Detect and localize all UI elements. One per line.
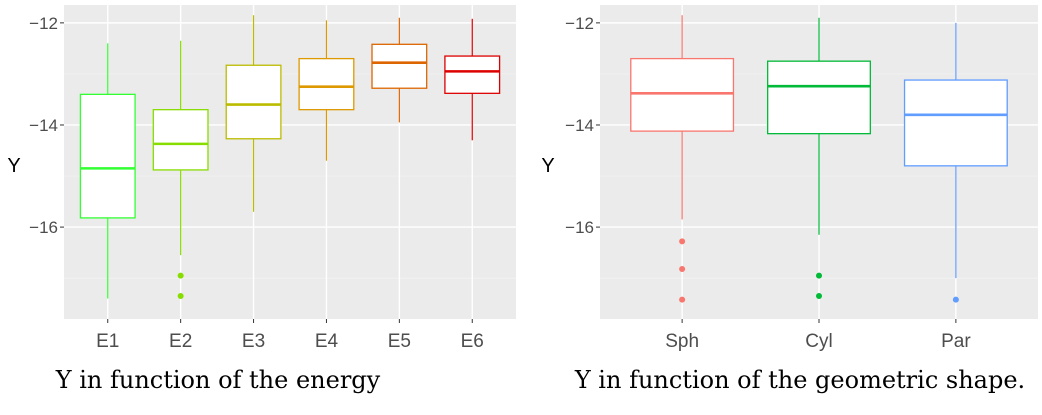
outlier-point xyxy=(816,272,822,279)
x-tick-label: Sph xyxy=(665,331,699,352)
outlier-point xyxy=(816,293,822,300)
panel-background xyxy=(64,5,516,319)
x-tick-label: E5 xyxy=(388,331,411,352)
x-tick-label: E3 xyxy=(242,331,265,352)
iqr-box xyxy=(444,55,501,94)
chart-caption: Y in function of the energy xyxy=(55,366,381,394)
y-tick-label: −16 xyxy=(565,218,594,237)
iqr-box xyxy=(225,64,282,140)
x-tick-label: E2 xyxy=(169,331,192,352)
x-tick-label: E1 xyxy=(96,331,119,352)
iqr-box xyxy=(371,43,428,89)
y-tick-label: −12 xyxy=(565,14,594,33)
outlier-point xyxy=(952,296,959,303)
box-Sph xyxy=(630,15,735,303)
x-tick-label: Par xyxy=(941,331,971,352)
outlier-point xyxy=(679,296,686,303)
outlier-point xyxy=(679,238,686,245)
shape-boxplot-panel: −16 −14 −12 Y Sph Cyl Par Y in function of the … xyxy=(541,5,1038,394)
y-axis-title: Y xyxy=(7,155,20,177)
box-E1 xyxy=(79,43,136,299)
y-tick-label: −16 xyxy=(29,218,58,237)
box-E4 xyxy=(298,20,355,161)
x-tick-label: E6 xyxy=(461,331,484,352)
energy-boxplot-panel: −16 −14 −12 Y E1 E2 E3 E4 E5 E6 Y in function of t… xyxy=(7,5,516,394)
box-E6 xyxy=(444,18,501,141)
box-E5 xyxy=(371,17,428,123)
outlier-point xyxy=(679,265,686,272)
iqr-box xyxy=(152,109,209,171)
y-axis-title: Y xyxy=(541,155,554,177)
iqr-box xyxy=(630,57,735,132)
iqr-box xyxy=(79,93,136,219)
x-tick-label: E4 xyxy=(315,331,339,352)
iqr-box xyxy=(298,57,355,111)
outlier-point xyxy=(177,293,184,300)
y-tick-label: −14 xyxy=(565,116,594,135)
y-tick-label: −14 xyxy=(29,116,58,135)
box-Cyl xyxy=(767,17,871,300)
outlier-point xyxy=(177,272,184,279)
box-Par xyxy=(903,22,1008,303)
iqr-box xyxy=(767,60,871,135)
box-E2 xyxy=(152,40,209,300)
y-tick-label: −12 xyxy=(29,14,58,33)
iqr-box xyxy=(903,79,1008,167)
box-E3 xyxy=(225,15,282,212)
x-tick-label: Cyl xyxy=(805,331,832,352)
chart-caption: Y in function of the geometric shape. xyxy=(574,366,1025,394)
